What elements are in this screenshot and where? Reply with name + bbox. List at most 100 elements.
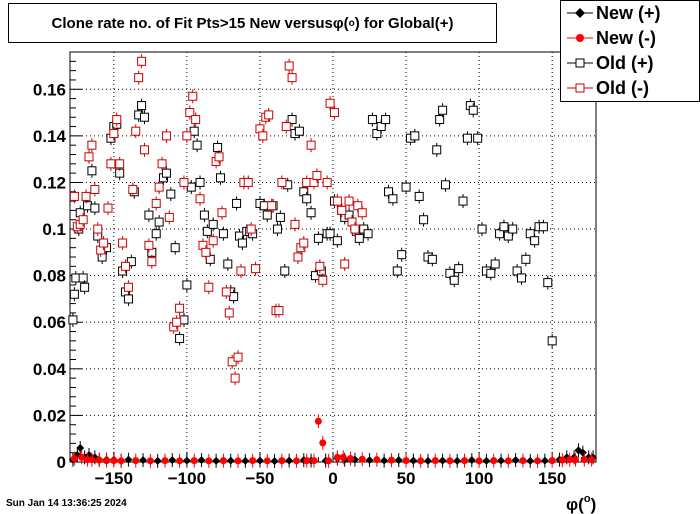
data-point — [322, 177, 332, 187]
data-point — [516, 273, 526, 283]
data-point — [449, 275, 459, 285]
data-point — [90, 184, 100, 194]
data-point — [394, 456, 403, 465]
y-tick-label: 0.16 — [33, 80, 66, 99]
data-point — [215, 173, 225, 183]
data-point — [358, 455, 366, 463]
data-point — [195, 194, 205, 204]
y-tick-label: 0.1 — [42, 220, 66, 239]
y-tick-label: 0 — [57, 453, 66, 472]
chart-title-phi: φ( — [332, 14, 349, 32]
chart-title-suffix: ) for Global(+) — [354, 14, 454, 32]
data-point — [132, 457, 140, 465]
data-point — [204, 282, 214, 292]
chart-title-prefix: Clone rate no. of Fit Pts>15 New versus — [51, 14, 333, 32]
data-point — [588, 456, 596, 464]
data-point — [123, 294, 133, 304]
data-point — [284, 61, 294, 71]
axis-ticks: −150 −100 −50 0 50 100 150 0 0.02 0.04 0.06 0.08 0.1… — [33, 51, 597, 488]
data-point — [281, 122, 291, 132]
data-point — [258, 131, 268, 141]
data-point — [312, 170, 322, 180]
x-tick-label: −150 — [95, 469, 133, 488]
data-point — [333, 453, 341, 461]
data-point — [164, 212, 174, 222]
data-point — [332, 196, 342, 206]
x-tick-label: 100 — [465, 469, 493, 488]
data-point — [477, 224, 487, 234]
data-point — [547, 336, 557, 346]
data-point — [497, 456, 506, 465]
data-point — [578, 448, 587, 457]
data-point — [467, 456, 476, 465]
data-point — [290, 219, 300, 229]
data-point — [548, 457, 556, 465]
data-point — [310, 457, 318, 465]
data-point — [453, 456, 462, 465]
data-point — [572, 456, 580, 464]
timestamp-footer: Sun Jan 14 13:36:25 2024 — [6, 498, 127, 509]
data-point — [78, 273, 88, 283]
data-point — [278, 457, 286, 465]
data-point — [236, 266, 246, 276]
data-point — [182, 131, 192, 141]
data-point — [205, 457, 213, 465]
data-point — [80, 282, 90, 292]
data-point — [365, 456, 374, 465]
data-point — [540, 456, 549, 465]
data-point — [410, 131, 420, 141]
open-square-icon — [567, 83, 593, 93]
data-point — [224, 308, 234, 318]
data-point — [251, 264, 261, 274]
data-point — [182, 456, 191, 465]
legend-label: Old (-) — [596, 78, 649, 98]
data-point — [504, 457, 512, 465]
data-point — [387, 456, 395, 464]
data-point — [153, 456, 162, 465]
data-point — [275, 212, 285, 222]
data-point — [306, 140, 316, 150]
data-point — [319, 439, 327, 447]
filled-diamond-icon — [567, 8, 593, 18]
data-point — [151, 198, 161, 208]
data-point — [227, 357, 237, 367]
data-point — [306, 208, 316, 218]
data-point — [427, 254, 437, 264]
chart-title-degree: o — [348, 17, 355, 29]
data-point — [103, 203, 113, 213]
data-point — [123, 282, 133, 292]
legend-item-new-minus: New (-) — [561, 26, 700, 51]
chart-legend: New (+) New (-) Old (+) Old (-) — [560, 0, 700, 102]
data-point — [190, 457, 198, 465]
open-square-icon — [567, 58, 593, 68]
data-point — [161, 168, 171, 178]
data-point — [473, 133, 483, 143]
x-tick-label: 0 — [328, 469, 337, 488]
data-point — [462, 133, 472, 143]
data-point — [264, 110, 274, 120]
data-point — [367, 115, 377, 125]
data-point — [354, 233, 364, 243]
data-point — [423, 456, 432, 465]
data-point — [274, 306, 284, 316]
legend-label: Old (+) — [596, 53, 654, 73]
data-point — [81, 191, 91, 201]
data-point — [357, 208, 367, 218]
data-point — [302, 177, 312, 187]
data-point — [90, 203, 100, 213]
data-point — [179, 315, 189, 325]
data-point — [87, 166, 97, 176]
data-point — [208, 236, 218, 246]
data-point — [270, 457, 279, 466]
data-point — [313, 233, 323, 243]
data-point — [402, 457, 410, 465]
data-point — [175, 334, 185, 344]
data-point — [78, 215, 88, 225]
data-point — [233, 352, 243, 362]
data-point — [188, 91, 198, 101]
data-point — [70, 455, 78, 463]
data-point — [110, 457, 118, 465]
data-point — [287, 115, 297, 125]
data-point — [381, 115, 391, 125]
data-point — [124, 455, 133, 464]
